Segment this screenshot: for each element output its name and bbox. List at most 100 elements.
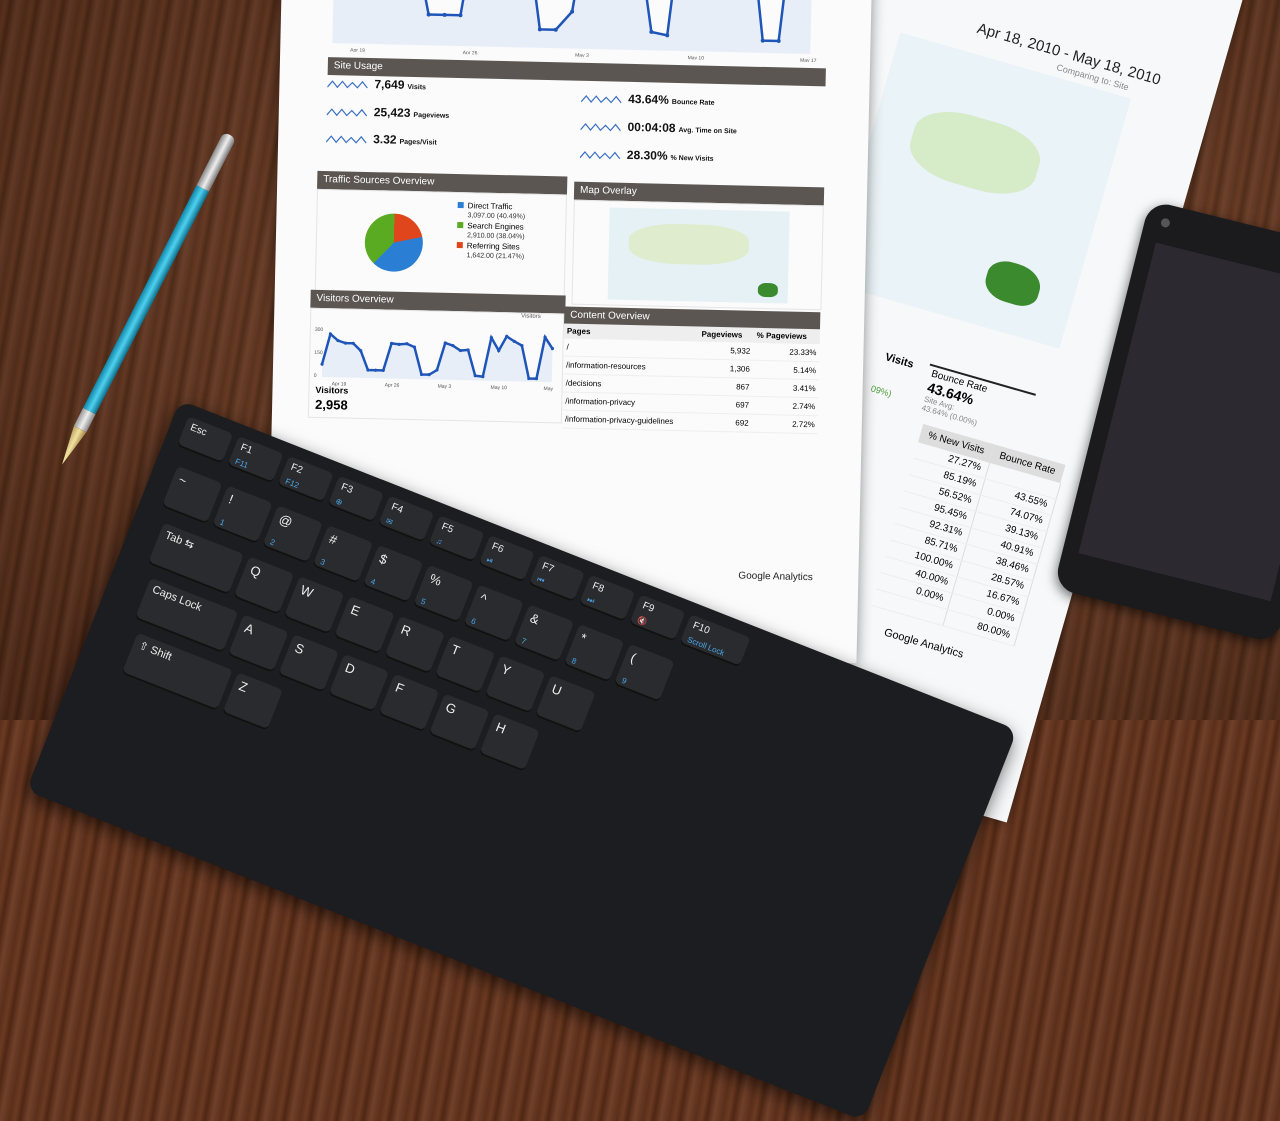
pageviews: 692 xyxy=(696,413,752,433)
data-point xyxy=(776,38,781,43)
data-point xyxy=(366,368,370,372)
key[interactable]: S xyxy=(278,634,339,693)
data-point xyxy=(435,368,439,372)
data-point xyxy=(481,375,485,379)
legend-swatch xyxy=(457,202,464,209)
legend-label: Direct Traffic xyxy=(467,201,513,212)
key[interactable]: F7 ⏮ xyxy=(528,554,585,603)
key-label: F8 xyxy=(590,580,606,596)
key-label: F5 xyxy=(439,521,455,536)
key[interactable]: H xyxy=(478,713,540,772)
content-table: Pages Pageviews% Pageviews /5,932 23.33%/i… xyxy=(561,323,820,434)
key[interactable]: U xyxy=(534,675,596,734)
data-point xyxy=(649,29,654,34)
key-secondary-label: 8 xyxy=(570,656,578,667)
key[interactable]: * 8 xyxy=(563,624,625,683)
report-page-main: Apr 19 Apr 26 May 3 May 10 May 17 Site Usage… xyxy=(266,0,872,664)
x-tick-label: May 3 xyxy=(575,53,589,59)
key[interactable]: & 7 xyxy=(513,604,575,663)
data-point xyxy=(343,341,348,345)
key-secondary-label: ⏯ xyxy=(485,554,495,566)
key[interactable]: ~ xyxy=(161,465,223,525)
metric-value: 3.32 xyxy=(373,132,397,147)
key-label: * xyxy=(578,629,589,646)
key[interactable]: @2 xyxy=(262,505,323,564)
key-secondary-label: ⊕ xyxy=(334,496,344,508)
pageviews: 1,306 xyxy=(697,359,754,379)
key-label: F7 xyxy=(540,560,556,576)
key-label: G xyxy=(443,699,459,718)
key-label: S xyxy=(292,640,307,658)
key-label: F3 xyxy=(339,481,355,497)
key[interactable]: Y xyxy=(484,655,546,714)
map-australia xyxy=(981,256,1045,311)
key[interactable]: F9 🔇 xyxy=(629,594,686,642)
key-label: R xyxy=(398,621,414,640)
data-point xyxy=(359,349,363,353)
key[interactable]: D xyxy=(328,653,390,713)
key-label: F1 xyxy=(238,442,254,457)
key[interactable]: F3 ⊕ xyxy=(327,475,385,524)
key-label: U xyxy=(549,681,564,699)
data-point xyxy=(351,341,355,345)
sparkline-icon xyxy=(579,150,621,160)
key[interactable]: % 5 xyxy=(412,564,474,624)
key[interactable]: A xyxy=(227,614,289,673)
key-label: ^ xyxy=(477,590,490,607)
key[interactable]: W xyxy=(283,576,345,635)
col-header: % Pageviews xyxy=(753,327,820,345)
key[interactable]: Esc xyxy=(176,416,234,464)
key[interactable]: ! 1 xyxy=(211,485,273,545)
data-point xyxy=(389,341,394,345)
pageviews-pct: 23.33% xyxy=(753,342,820,362)
key-secondary-label: 🔇 xyxy=(635,615,649,628)
key[interactable]: T xyxy=(434,635,496,695)
data-point xyxy=(412,345,417,349)
sparkline-icon xyxy=(581,94,622,104)
key-label: ⇧ Shift xyxy=(137,639,174,664)
key[interactable]: F4 ✉ xyxy=(377,495,435,543)
key[interactable]: F10 Scroll Lock xyxy=(679,614,751,668)
key-secondary-label: 2 xyxy=(268,537,277,548)
data-point xyxy=(426,12,431,17)
sparkline-icon xyxy=(580,122,621,132)
key[interactable]: $4 xyxy=(362,544,424,604)
x-tick-label: Apr 19 xyxy=(350,48,365,54)
metric-pages-visit: 3.32 Pages/Visit xyxy=(326,131,437,148)
key[interactable]: R xyxy=(384,615,445,675)
key[interactable]: F2 F12 xyxy=(277,455,334,504)
key[interactable]: F1 F11 xyxy=(227,436,284,484)
key[interactable]: E xyxy=(333,595,395,655)
footer-brand: Google Analytics xyxy=(882,626,965,661)
pageviews: 697 xyxy=(696,395,753,415)
key-label: F6 xyxy=(490,540,506,556)
key-secondary-label: ♫ xyxy=(434,536,444,547)
legend-label: Referring Sites xyxy=(466,241,520,252)
key-secondary-label: 9 xyxy=(620,675,628,686)
page-path: /information-privacy-guidelines xyxy=(561,409,697,432)
pie-chart xyxy=(364,212,424,273)
x-tick-label: Apr 26 xyxy=(385,382,400,388)
key[interactable]: F5 ♫ xyxy=(428,515,485,563)
key[interactable]: ^ 6 xyxy=(463,584,524,644)
key-label: H xyxy=(493,719,508,737)
key[interactable]: (9 xyxy=(613,643,675,703)
key[interactable]: G xyxy=(428,693,490,753)
metric-label: Pageviews xyxy=(413,112,450,120)
data-point xyxy=(451,343,455,348)
key[interactable]: Z xyxy=(222,672,283,731)
key[interactable]: Q xyxy=(233,556,295,615)
metrics-table: % New Visits Bounce Rate 27.27% 85.19% 43.5… xyxy=(871,424,1066,647)
key[interactable]: F xyxy=(378,673,440,733)
metric-label: Avg. Time on Site xyxy=(678,127,737,136)
key[interactable]: #3 xyxy=(312,525,374,584)
data-point xyxy=(328,332,333,336)
key[interactable]: F8 ⏭ xyxy=(578,574,636,622)
key-secondary-label: 5 xyxy=(419,596,427,607)
world-map-small xyxy=(607,207,790,304)
key-secondary-label: 4 xyxy=(369,576,377,587)
y-tick-label: 300 xyxy=(315,327,324,333)
key-label: Z xyxy=(236,678,250,696)
key-secondary-label: F12 xyxy=(284,476,301,491)
key[interactable]: F6 ⏯ xyxy=(478,535,535,583)
